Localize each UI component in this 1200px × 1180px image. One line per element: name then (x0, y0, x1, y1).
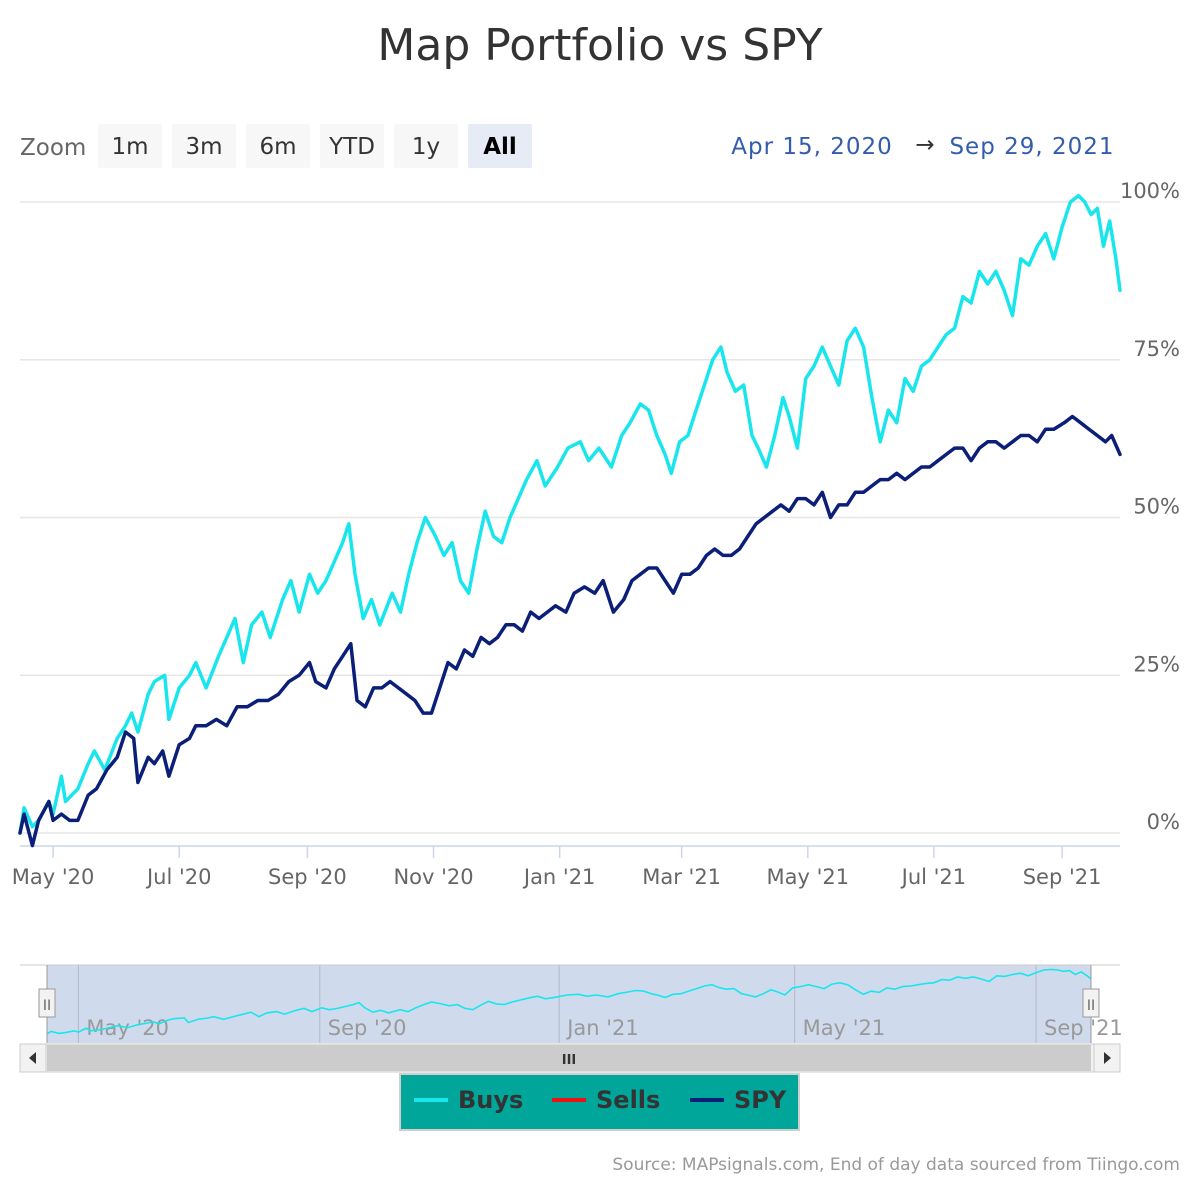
left-handle-grip: II (43, 998, 51, 1014)
navigator-series (46, 968, 1092, 1035)
navigator[interactable]: May '20 Sep '20 Jan '21 May '21 Sep '21 II I… (20, 964, 1123, 1043)
zoom-button-1m[interactable]: 1m (98, 124, 162, 168)
zoom-button-label: All (483, 134, 517, 160)
plot-grid (20, 201, 1120, 834)
y-tick-label: 25% (1133, 652, 1180, 676)
legend-box (399, 1073, 800, 1131)
legend-label: Sells (596, 1086, 660, 1114)
navigator-series-line (46, 968, 1092, 1035)
navigator-tick-label: Sep '20 (328, 1016, 407, 1040)
legend-items: Buys Sells SPY (414, 1086, 787, 1114)
y-axis: 0% 25% 50% 75% 100% (1120, 179, 1180, 834)
zoom-button-label: 6m (259, 134, 296, 160)
x-tick-label: May '20 (12, 865, 95, 889)
zoom-button-ytd[interactable]: YTD (320, 124, 384, 168)
zoom-button-label: 1m (111, 134, 148, 160)
navigator-tick-label: May '21 (803, 1016, 886, 1040)
navigator-tick-label: Sep '21 (1044, 1016, 1123, 1040)
chart-title: Map Portfolio vs SPY (377, 20, 822, 71)
legend-item-spy[interactable]: SPY (690, 1086, 787, 1114)
scroll-left-button[interactable] (19, 1043, 47, 1073)
source-credit: Source: MAPsignals.com, End of day data … (612, 1155, 1180, 1175)
zoom-button-all[interactable]: All (468, 124, 532, 168)
x-tick-label: Sep '21 (1023, 865, 1102, 889)
scrollbar-grip: III (562, 1053, 577, 1068)
y-tick-label: 100% (1120, 179, 1180, 203)
zoom-button-label: YTD (328, 134, 375, 160)
zoom-button-label: 1y (412, 134, 440, 160)
scroll-right-button[interactable] (1093, 1043, 1121, 1073)
x-tick-label: Nov '20 (393, 865, 473, 889)
x-tick-label: Jan '21 (522, 865, 596, 889)
zoom-button-1y[interactable]: 1y (394, 124, 458, 168)
x-tick-label: Sep '20 (268, 865, 347, 889)
legend-label: SPY (734, 1086, 787, 1114)
zoom-button-3m[interactable]: 3m (172, 124, 236, 168)
scrollbar-thumb[interactable] (47, 1045, 1091, 1071)
scrollbar[interactable]: III (19, 1043, 1121, 1073)
range-from-date[interactable]: Apr 15, 2020 (731, 134, 893, 160)
range-arrow: → (915, 132, 934, 158)
zoom-label: Zoom (20, 135, 86, 161)
x-tick-label: Jul '21 (900, 865, 967, 889)
x-tick-label: Jul '20 (145, 865, 212, 889)
x-tick-label: May '21 (766, 865, 849, 889)
arrow-right-icon (1104, 1052, 1111, 1064)
legend: Buys Sells SPY (399, 1073, 800, 1131)
zoom-buttons: 1m 3m 6m YTD 1y All (98, 124, 532, 168)
right-handle-grip: II (1087, 998, 1095, 1014)
series-line-spy[interactable] (18, 414, 1122, 848)
navigator-tick-label: Jan '21 (565, 1016, 639, 1040)
x-axis: May '20 Jul '20 Sep '20 Nov '20 Jan '21 Mar '… (12, 845, 1120, 889)
range-selector: Zoom 1m 3m 6m YTD 1y All Apr 15, 2020 → Sep 2… (20, 124, 1114, 168)
plot-series (18, 193, 1122, 848)
arrow-left-icon (29, 1052, 36, 1064)
legend-item-sells[interactable]: Sells (552, 1086, 660, 1114)
navigator-selected-range[interactable] (47, 965, 1091, 1043)
zoom-button-6m[interactable]: 6m (246, 124, 310, 168)
series-line-buys[interactable] (18, 193, 1122, 835)
range-to-date[interactable]: Sep 29, 2021 (949, 134, 1114, 160)
navigator-left-handle[interactable]: II (38, 988, 56, 1018)
navigator-right-handle[interactable]: II (1082, 988, 1100, 1018)
y-tick-label: 50% (1133, 495, 1180, 519)
legend-label: Buys (458, 1086, 523, 1114)
y-tick-label: 0% (1147, 810, 1180, 834)
y-tick-label: 75% (1133, 337, 1180, 361)
legend-item-buys[interactable]: Buys (414, 1086, 523, 1114)
x-tick-label: Mar '21 (642, 865, 721, 889)
zoom-button-label: 3m (185, 134, 222, 160)
